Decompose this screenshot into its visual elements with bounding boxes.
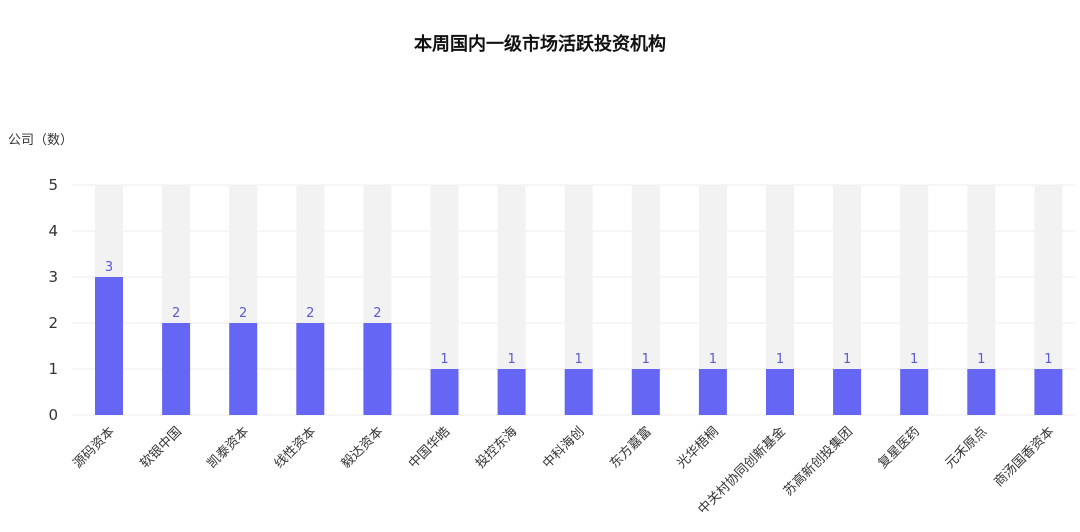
data-label: 1 <box>709 352 717 367</box>
bar <box>967 369 996 415</box>
x-tick-label: 元禾原点 <box>943 424 990 471</box>
x-tick-label: 商汤国香资本 <box>991 424 1057 490</box>
x-tick-label: 苏高新创投集团 <box>780 424 856 500</box>
x-tick-label: 中科海创 <box>540 424 587 471</box>
y-tick-label: 2 <box>48 314 58 332</box>
bar <box>631 369 660 415</box>
data-label: 1 <box>910 352 918 367</box>
y-tick-label: 1 <box>48 360 58 378</box>
data-label: 3 <box>105 260 113 275</box>
data-label: 2 <box>373 306 381 321</box>
chart-title: 本周国内一级市场活跃投资机构 <box>414 34 666 55</box>
y-tick-label: 0 <box>48 406 58 424</box>
data-label: 1 <box>977 352 985 367</box>
x-tick-label: 源码资本 <box>70 424 117 471</box>
bar <box>564 369 593 415</box>
data-label: 1 <box>575 352 583 367</box>
data-label: 2 <box>306 306 314 321</box>
bar <box>162 323 191 415</box>
data-label: 1 <box>776 352 784 367</box>
x-tick-label: 投控东海 <box>472 424 520 472</box>
y-axis-label: 公司（数） <box>8 133 74 148</box>
x-tick-label: 线性资本 <box>272 424 319 471</box>
bar <box>95 277 123 415</box>
y-tick-label: 3 <box>48 268 58 286</box>
bar <box>1034 369 1063 415</box>
data-label: 1 <box>642 352 650 367</box>
bar <box>698 369 727 415</box>
bar <box>900 369 929 415</box>
y-tick-label: 4 <box>48 222 58 240</box>
x-tick-label: 东方嘉富 <box>607 424 655 472</box>
y-tick-label: 5 <box>48 176 58 194</box>
data-label: 2 <box>172 306 180 321</box>
data-label: 1 <box>1044 352 1052 367</box>
data-label: 1 <box>843 352 851 367</box>
x-tick-label: 凯泰资本 <box>205 424 252 471</box>
x-tick-label: 中国华皓 <box>406 424 453 471</box>
bar <box>430 369 459 415</box>
bar <box>363 323 392 415</box>
bar <box>296 323 325 415</box>
data-label: 1 <box>440 352 448 367</box>
bar <box>833 369 862 415</box>
bar <box>766 369 794 415</box>
data-label: 2 <box>239 306 247 321</box>
data-label: 1 <box>507 352 515 367</box>
bar <box>497 369 526 415</box>
x-tick-label: 光华梧桐 <box>674 424 721 471</box>
bar <box>229 323 258 415</box>
x-tick-label: 毅达资本 <box>338 424 386 472</box>
x-tick-label: 软银中国 <box>138 424 185 471</box>
x-tick-label: 复星医药 <box>876 424 923 471</box>
